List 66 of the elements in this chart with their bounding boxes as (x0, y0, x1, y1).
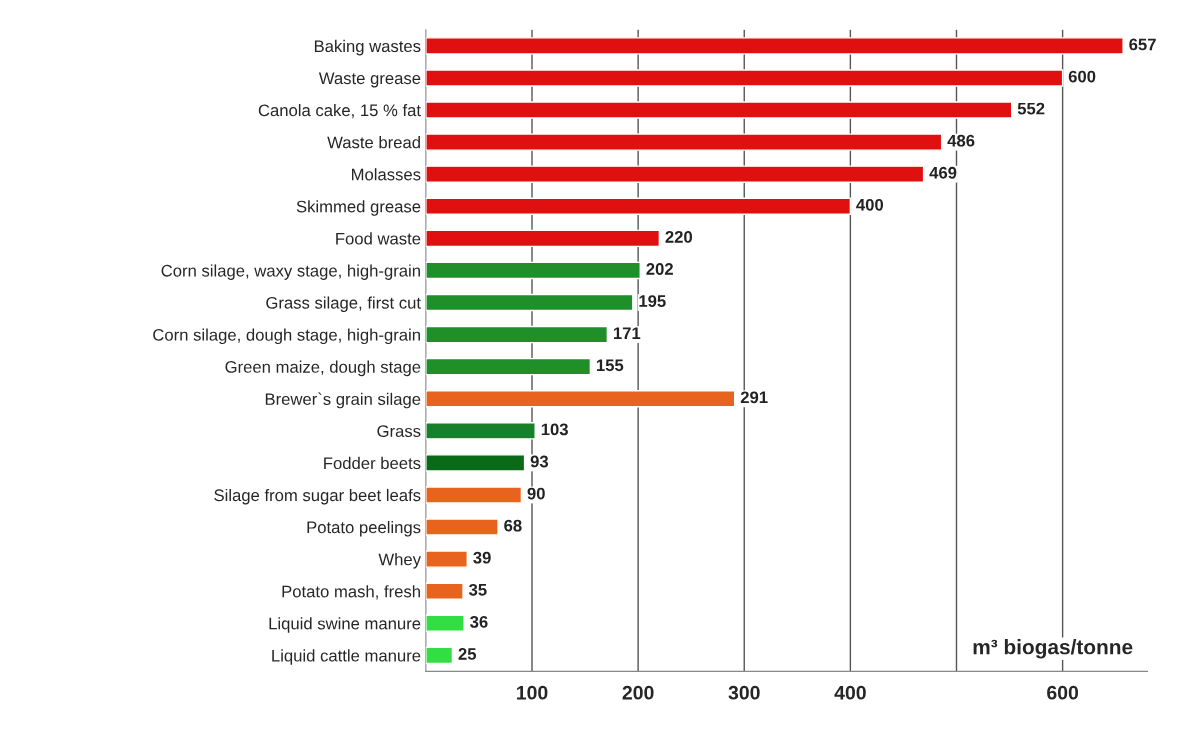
x-tick-label: 300 (728, 685, 760, 700)
bar (425, 69, 1064, 87)
data-label: 39 (473, 551, 491, 564)
y-tick-label: Molasses (352, 168, 421, 181)
y-tick-label: Liquid swine manure (269, 617, 421, 633)
x-tick-label: 100 (517, 685, 548, 700)
data-label: 25 (458, 648, 477, 660)
y-tick-label: Corn silage, waxy stage, high-grain (161, 264, 420, 280)
data-label: 68 (504, 519, 522, 532)
data-label: 35 (468, 583, 487, 596)
bar (425, 197, 852, 215)
bar (425, 518, 499, 536)
y-tick-label: Waste bread (327, 136, 420, 149)
data-label: 469 (929, 166, 957, 179)
bar (425, 614, 465, 632)
y-tick-label: Green maize, dough stage (225, 360, 421, 377)
data-label: 171 (613, 327, 641, 339)
data-label: 552 (1017, 102, 1045, 115)
data-label: 400 (856, 198, 884, 211)
bar (425, 165, 925, 183)
data-label: 220 (665, 231, 693, 243)
y-tick-label: Fodder beets (324, 456, 421, 470)
bar (425, 646, 454, 665)
y-tick-label: Corn silage, dough stage, high-grain (153, 328, 420, 345)
y-tick-label: Whey (378, 553, 421, 569)
y-tick-label: Skimmed grease (296, 200, 421, 216)
data-label: 90 (527, 487, 545, 500)
x-tick-label: 200 (622, 685, 654, 700)
data-label: 93 (530, 455, 549, 468)
bar (425, 133, 943, 151)
x-tick-label: 600 (1047, 685, 1079, 700)
y-tick-label: Silage from sugar beet leafs (214, 488, 421, 505)
bar (425, 101, 1013, 119)
y-tick-label: Liquid cattle manure (272, 649, 421, 665)
x-tick-label: 400 (834, 685, 866, 700)
y-tick-label: Grass (377, 425, 421, 438)
data-label: 155 (596, 359, 624, 372)
bar (425, 261, 641, 280)
bar (425, 293, 634, 312)
y-tick-label: Grass silage, first cut (266, 296, 421, 312)
y-tick-label: Canola cake, 15 % fat (258, 104, 421, 119)
data-label: 103 (541, 423, 568, 436)
data-label: 657 (1129, 38, 1156, 51)
y-tick-label: Baking wastes (314, 39, 421, 56)
y-tick-label: Brewer`s grain silage (265, 392, 421, 409)
bar (425, 390, 736, 408)
bar (425, 37, 1124, 55)
y-tick-label: Waste grease (318, 72, 421, 88)
x-axis-title: m³ biogas/tonne (973, 639, 1133, 659)
data-label: 195 (639, 295, 666, 307)
bar (425, 325, 609, 344)
data-label: 486 (947, 134, 975, 147)
bar (425, 422, 536, 440)
y-tick-label: Potato peelings (307, 521, 421, 537)
data-label: 202 (646, 263, 673, 275)
bar (425, 486, 523, 504)
data-label: 291 (740, 391, 768, 404)
data-label: 36 (470, 615, 488, 628)
bar (425, 550, 468, 568)
data-label: 600 (1068, 70, 1096, 83)
bar (425, 229, 661, 248)
bar (425, 357, 592, 376)
y-tick-label: Potato mash, fresh (282, 585, 420, 600)
bar (425, 582, 464, 600)
bar (425, 454, 526, 472)
y-tick-label: Food waste (336, 232, 421, 245)
